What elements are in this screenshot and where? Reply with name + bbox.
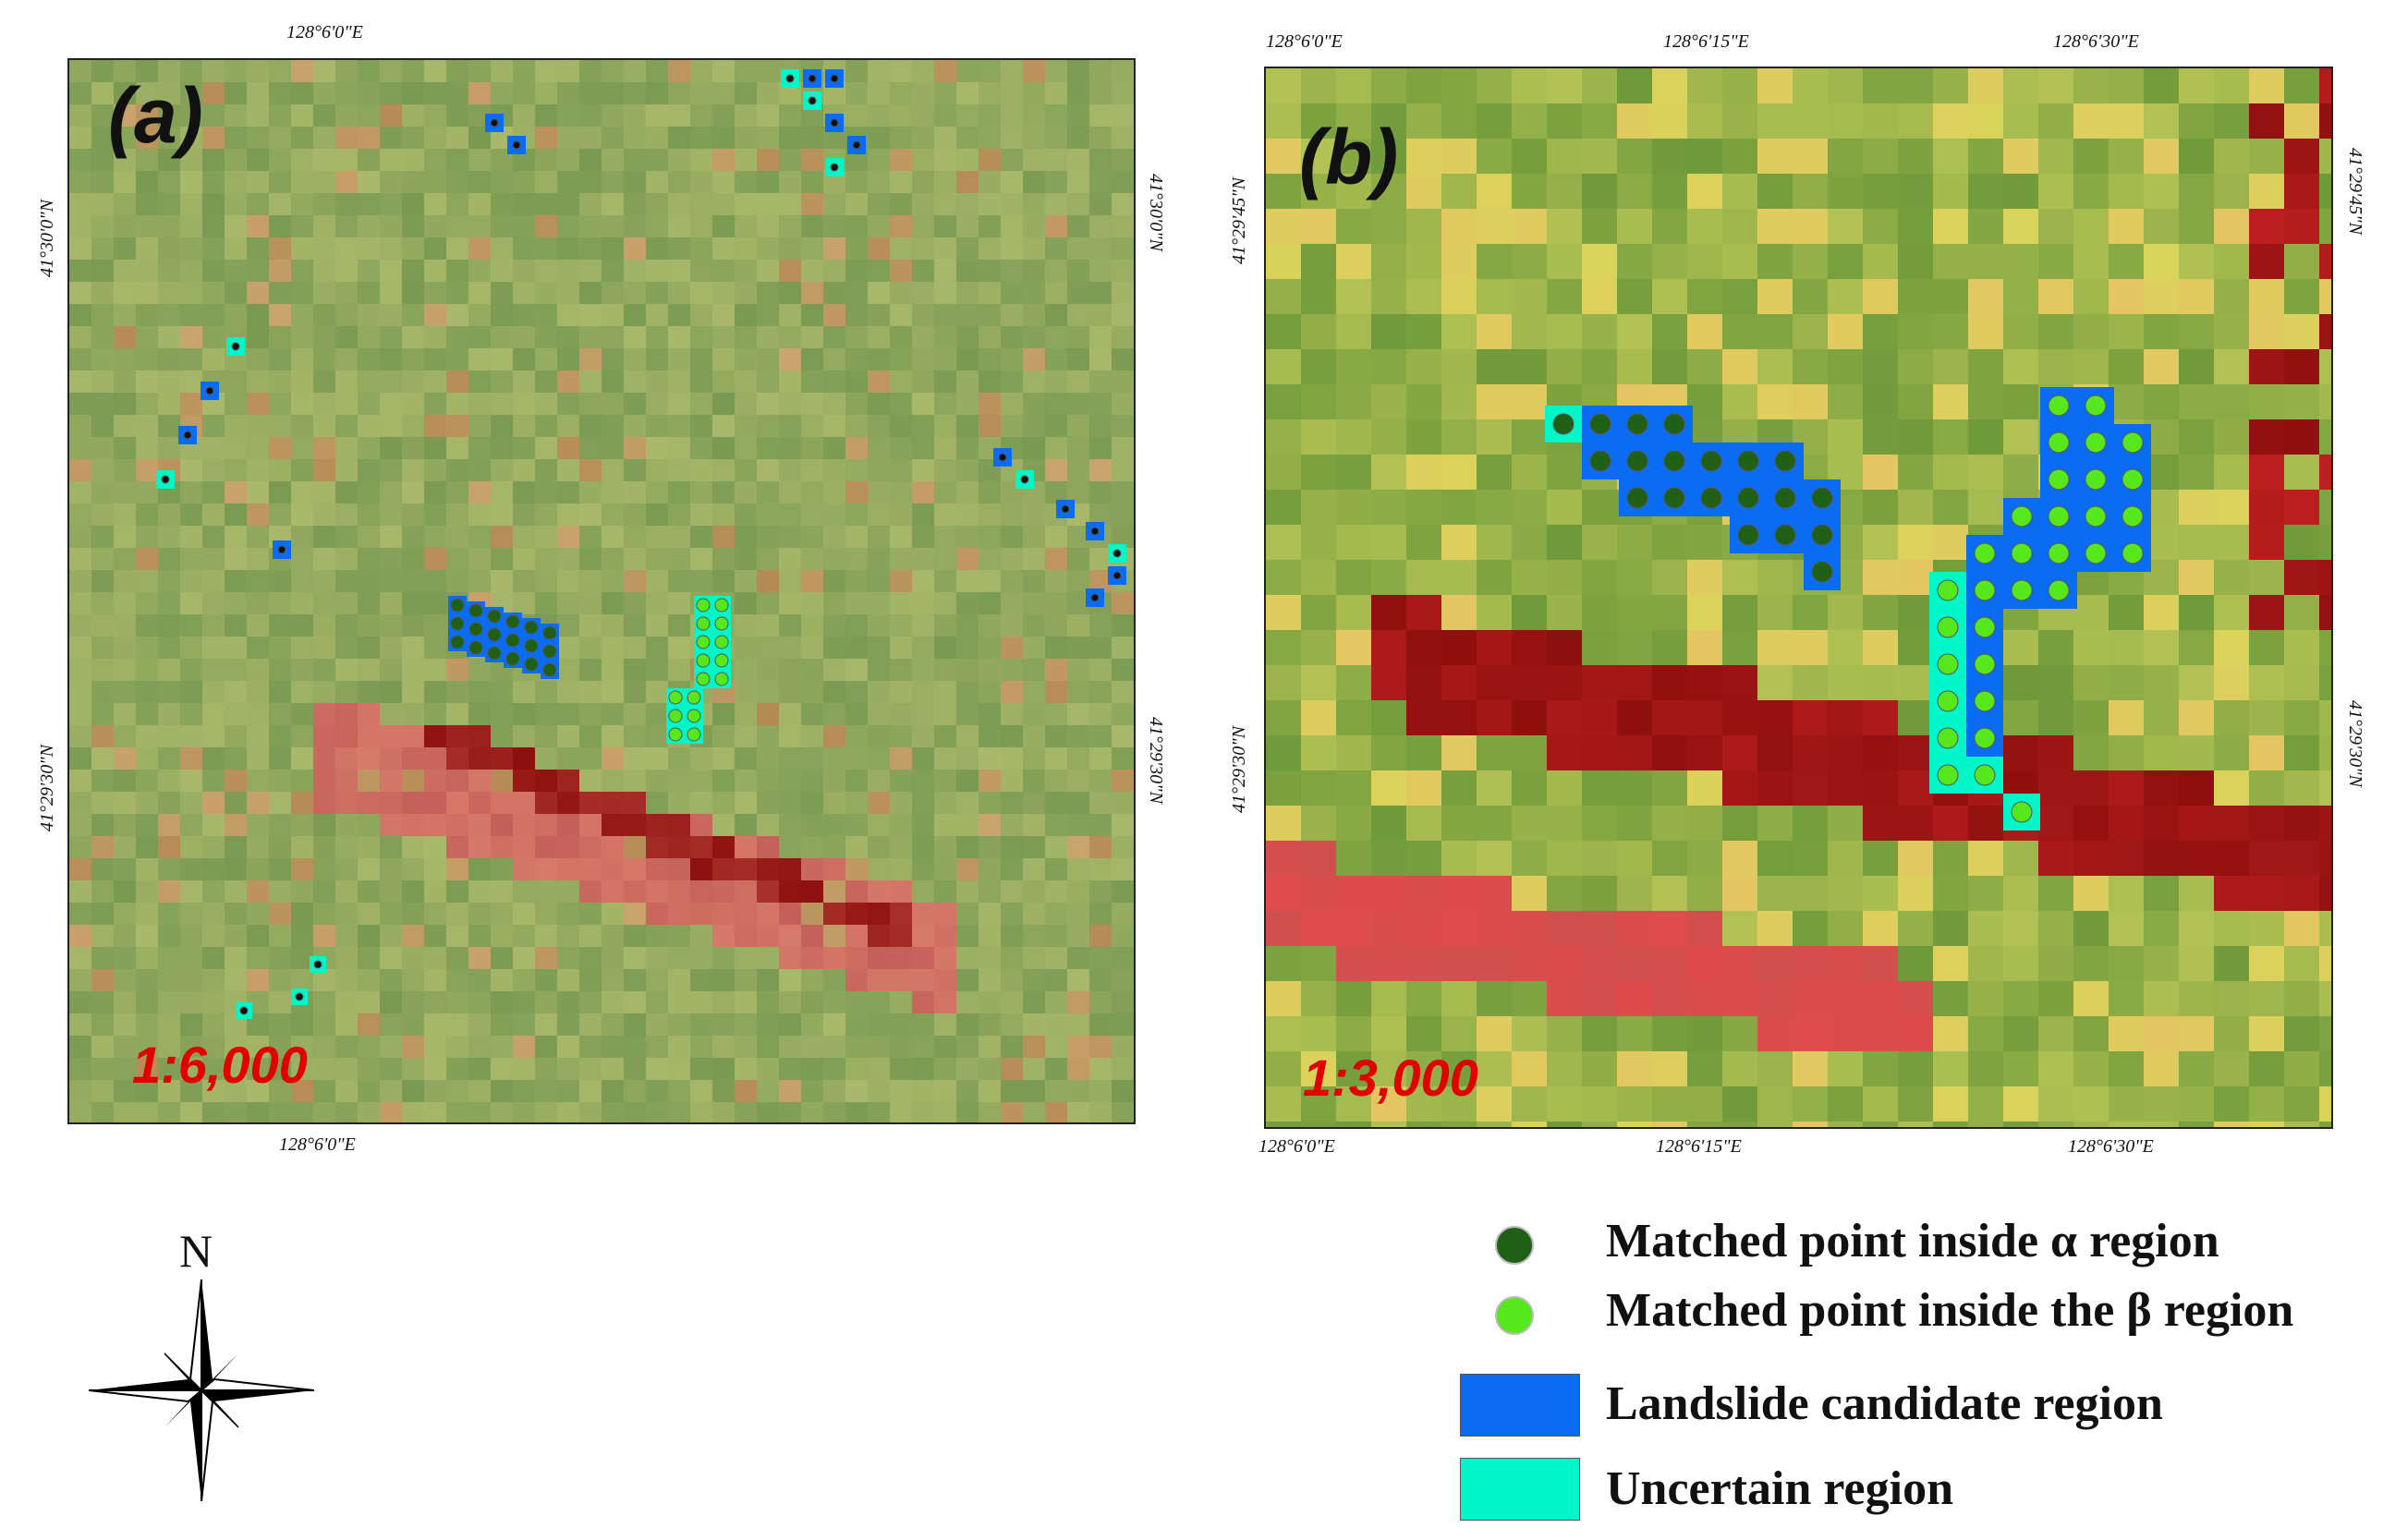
legend-label-alpha: Matched point inside α region	[1606, 1215, 2219, 1267]
north-label: N	[179, 1225, 213, 1277]
legend-label-uncertain: Uncertain region	[1606, 1462, 1953, 1515]
scale-a: 1:6,000	[132, 1036, 308, 1094]
map-a-left-lat-2: 41°29'30"N	[37, 744, 57, 831]
map-b-top-lon-2: 128°6'15"E	[1663, 31, 1749, 52]
legend-beta-point-icon	[1495, 1296, 1534, 1335]
legend-alpha-point-icon	[1495, 1226, 1534, 1265]
map-b-bottom-lon-2: 128°6'15"E	[1656, 1136, 1742, 1157]
map-b-left-lat-1: 41°29'45"N	[1229, 176, 1249, 264]
north-arrow: N	[89, 1224, 314, 1501]
map-b-right-lat-2: 41°29'30"N	[2345, 700, 2365, 788]
map-panel-b: (b) 1:3,000	[1264, 67, 2333, 1129]
legend-label-beta: Matched point inside the β region	[1606, 1284, 2294, 1337]
map-panel-a: (a) 1:6,000	[67, 58, 1136, 1124]
map-a-right-lat-2: 41°29'30"N	[1146, 717, 1166, 805]
compass-rose-icon	[89, 1279, 314, 1501]
legend-candidate-swatch	[1460, 1374, 1580, 1437]
map-a-bottom-lon: 128°6'0"E	[279, 1134, 356, 1155]
scale-b: 1:3,000	[1303, 1049, 1478, 1107]
map-a-right-lat-1: 41°30'0"N	[1146, 174, 1166, 252]
raster-map-a	[69, 60, 1134, 1122]
map-b-left-lat-2: 41°29'30"N	[1229, 725, 1249, 813]
legend-label-candidate: Landslide candidate region	[1606, 1377, 2163, 1430]
legend-uncertain-swatch	[1460, 1458, 1580, 1521]
raster-map-b	[1266, 68, 2331, 1127]
map-a-top-lon: 128°6'0"E	[286, 22, 363, 42]
map-b-right-lat-1: 41°29'45"N	[2345, 148, 2365, 236]
panel-a-label: (a)	[108, 72, 203, 159]
panel-b-label: (b)	[1299, 114, 1399, 200]
map-b-top-lon-1: 128°6'0"E	[1266, 31, 1343, 52]
map-b-bottom-lon-1: 128°6'0"E	[1258, 1136, 1335, 1157]
map-b-top-lon-3: 128°6'30"E	[2053, 31, 2139, 52]
map-a-left-lat-1: 41°30'0"N	[37, 199, 57, 277]
map-b-bottom-lon-3: 128°6'30"E	[2068, 1136, 2154, 1157]
